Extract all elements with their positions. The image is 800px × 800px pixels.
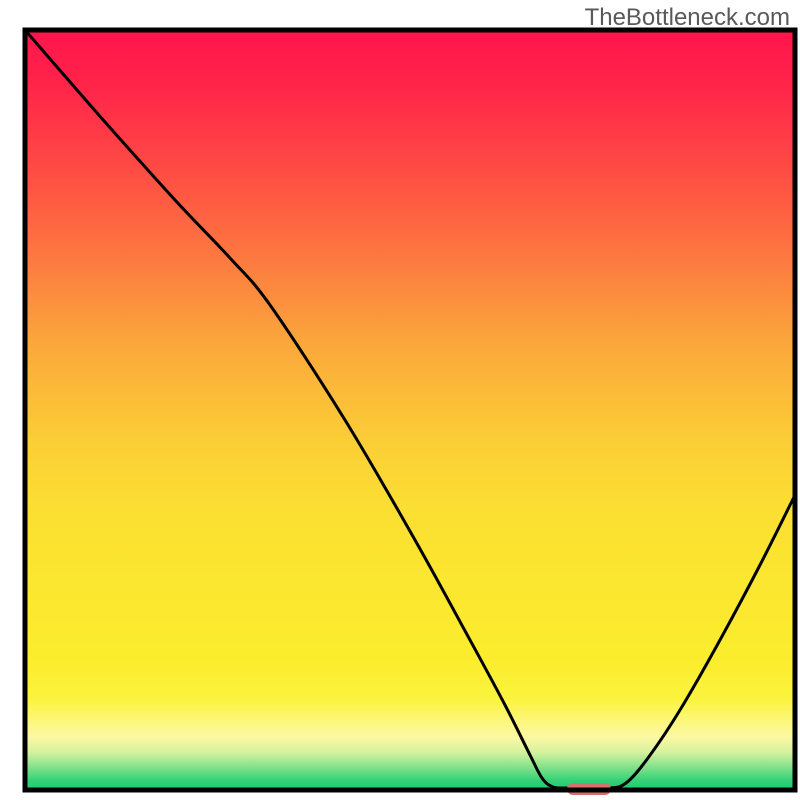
chart-canvas: TheBottleneck.com: [0, 0, 800, 800]
chart-svg: [0, 0, 800, 800]
watermark-text: TheBottleneck.com: [585, 4, 790, 32]
gradient-background: [25, 30, 795, 790]
